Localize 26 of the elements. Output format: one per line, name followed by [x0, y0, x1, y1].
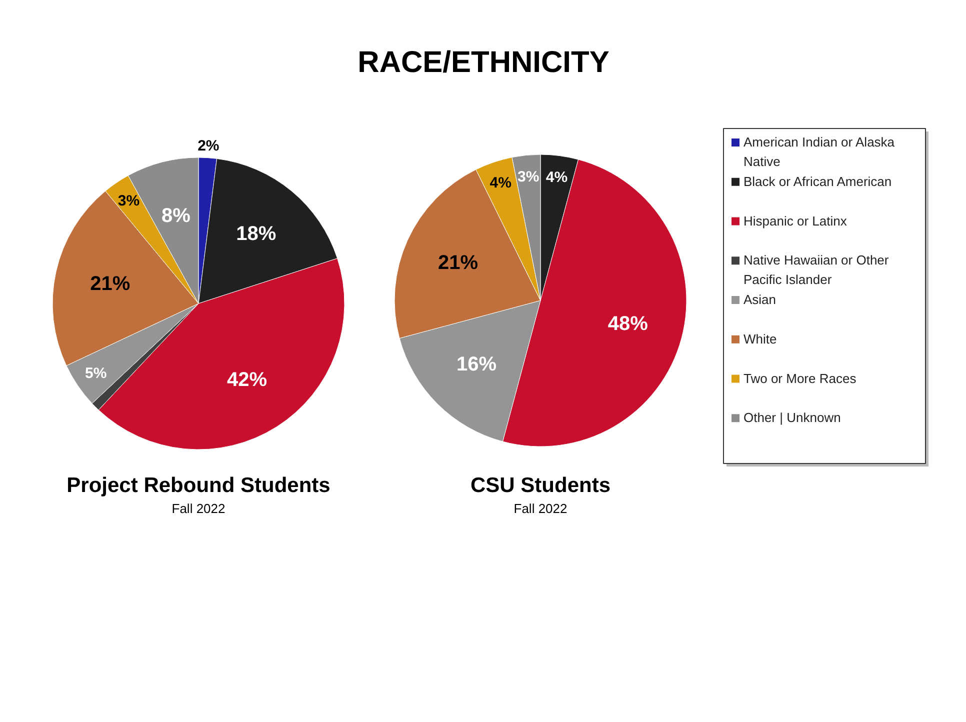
data-label: 21%	[90, 272, 130, 295]
data-label: 48%	[608, 312, 648, 335]
legend-label: Other | Unknown	[744, 410, 841, 426]
data-label: 16%	[456, 354, 497, 376]
legend-label: Asian	[744, 292, 776, 307]
legend-label: Native Hawaiian or Other Pacific Islander	[744, 252, 890, 288]
data-label: 5%	[85, 364, 107, 382]
data-label: 42%	[226, 368, 268, 391]
text: Project Rebound Students	[66, 474, 330, 497]
legend-label: Two or More Races	[744, 370, 857, 386]
data-label: 21%	[438, 252, 478, 274]
text: RACE/ETHNICITY	[358, 46, 610, 79]
data-label: 2%	[198, 137, 220, 154]
text: Fall 2022	[172, 501, 226, 516]
data-label: 3%	[517, 168, 540, 186]
data-label: 4%	[490, 174, 512, 192]
data-label: 4%	[546, 168, 568, 186]
data-label: 3%	[118, 192, 140, 210]
legend-label: Hispanic or Latinx	[744, 213, 848, 228]
legend-label: Black or African American	[744, 174, 892, 189]
data-label: 18%	[236, 222, 276, 245]
text: Fall 2022	[514, 501, 568, 516]
legend-label: American Indian or Alaska Native	[744, 134, 896, 169]
text: CSU Students	[470, 474, 611, 497]
data-label: 8%	[162, 204, 191, 227]
legend-label: White	[744, 331, 777, 346]
